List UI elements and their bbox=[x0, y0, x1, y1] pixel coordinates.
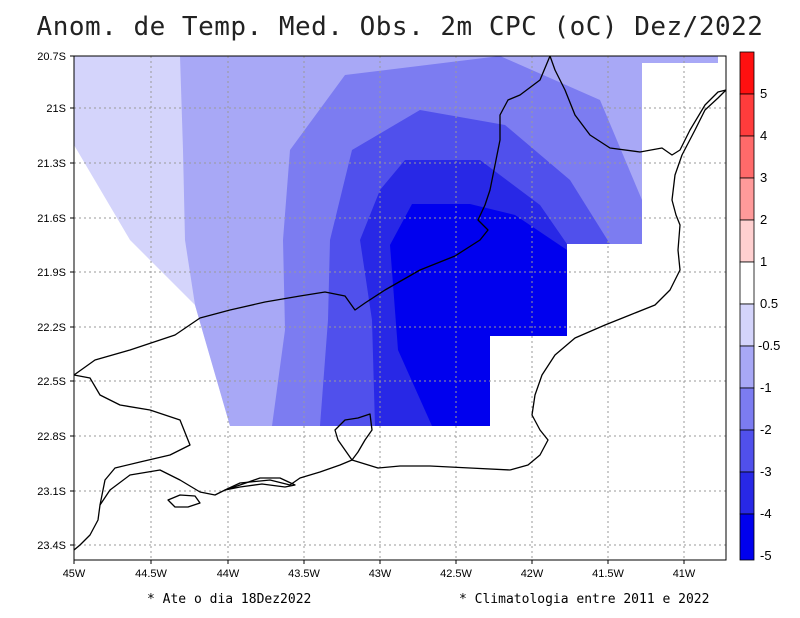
axis-ticks bbox=[70, 55, 685, 564]
colorbar-box-4 bbox=[739, 177, 755, 221]
colorbar-box-8 bbox=[739, 345, 755, 389]
lat-label: 22.2S bbox=[37, 322, 66, 334]
lon-label: 44W bbox=[217, 568, 240, 580]
lon-label: 42.5W bbox=[440, 568, 472, 580]
rj-coast bbox=[73, 459, 511, 551]
sp-border bbox=[73, 374, 191, 506]
colorbar-box-12 bbox=[739, 513, 755, 561]
footnote-date: * Ate o dia 18Dez2022 bbox=[147, 592, 311, 607]
lon-label: 44.5W bbox=[135, 568, 167, 580]
es-coast bbox=[509, 89, 727, 471]
lon-label: 45W bbox=[63, 568, 86, 580]
colorbar-box-2 bbox=[739, 93, 755, 137]
lat-label: 21S bbox=[46, 103, 66, 115]
lon-label: 43.5W bbox=[288, 568, 320, 580]
colorbar-label: -4 bbox=[760, 506, 772, 521]
lat-label: 22.8S bbox=[37, 431, 66, 443]
lon-label: 41W bbox=[673, 568, 696, 580]
colorbar-label: -1 bbox=[760, 380, 772, 395]
lon-label: 41.5W bbox=[592, 568, 624, 580]
longitude-labels: 45W 44.5W 44W 43.5W 43W 42.5W 42W 41.5W … bbox=[63, 568, 696, 580]
colorbar-label: 0.5 bbox=[760, 296, 778, 311]
colorbar-box-11 bbox=[739, 471, 755, 515]
colorbar: 5 4 3 2 1 0.5 -0.5 -1 -2 -3 -4 -5 bbox=[739, 51, 780, 563]
anomaly-fields bbox=[74, 56, 718, 426]
colorbar-box-1 bbox=[739, 51, 755, 95]
latitude-labels: 20.7S 21S 21.3S 21.6S 21.9S 22.2S 22.5S … bbox=[37, 51, 66, 552]
colorbar-label: 1 bbox=[760, 254, 767, 269]
lat-label: 21.9S bbox=[37, 267, 66, 279]
colorbar-label: 4 bbox=[760, 128, 767, 143]
plot-frame bbox=[73, 55, 727, 561]
sepetiba-bay bbox=[224, 477, 296, 491]
rj-es-border bbox=[549, 55, 727, 156]
lat-label: 23.1S bbox=[37, 486, 66, 498]
guanabara-bay bbox=[334, 413, 373, 461]
lat-label: 20.7S bbox=[37, 51, 66, 63]
colorbar-label: 2 bbox=[760, 212, 767, 227]
lat-label: 21.3S bbox=[37, 158, 66, 170]
lat-lon-grid bbox=[74, 56, 726, 560]
anomaly-band-minus-5 bbox=[390, 204, 567, 426]
lon-label: 43W bbox=[369, 568, 392, 580]
colorbar-label: -5 bbox=[760, 548, 772, 563]
mg-rj-border bbox=[73, 55, 551, 376]
colorbar-box-5 bbox=[739, 219, 755, 263]
colorbar-label: 3 bbox=[760, 170, 767, 185]
lat-label: 22.5S bbox=[37, 376, 66, 388]
colorbar-box-10 bbox=[739, 429, 755, 473]
colorbar-box-6 bbox=[739, 261, 755, 305]
colorbar-label: 5 bbox=[760, 86, 767, 101]
footnote-climatology: * Climatologia entre 2011 e 2022 bbox=[459, 592, 709, 607]
colorbar-label: -2 bbox=[760, 422, 772, 437]
map-title: Anom. de Temp. Med. Obs. 2m CPC (oC) Dez… bbox=[36, 12, 764, 42]
colorbar-box-3 bbox=[739, 135, 755, 179]
colorbar-label: -3 bbox=[760, 464, 772, 479]
ilha-grande bbox=[167, 494, 201, 508]
lon-label: 42W bbox=[521, 568, 544, 580]
colorbar-label: -0.5 bbox=[758, 338, 780, 353]
colorbar-box-7 bbox=[739, 303, 755, 347]
coastline-and-borders bbox=[73, 55, 727, 551]
lat-label: 23.4S bbox=[37, 540, 66, 552]
colorbar-box-9 bbox=[739, 387, 755, 431]
lat-label: 21.6S bbox=[37, 213, 66, 225]
